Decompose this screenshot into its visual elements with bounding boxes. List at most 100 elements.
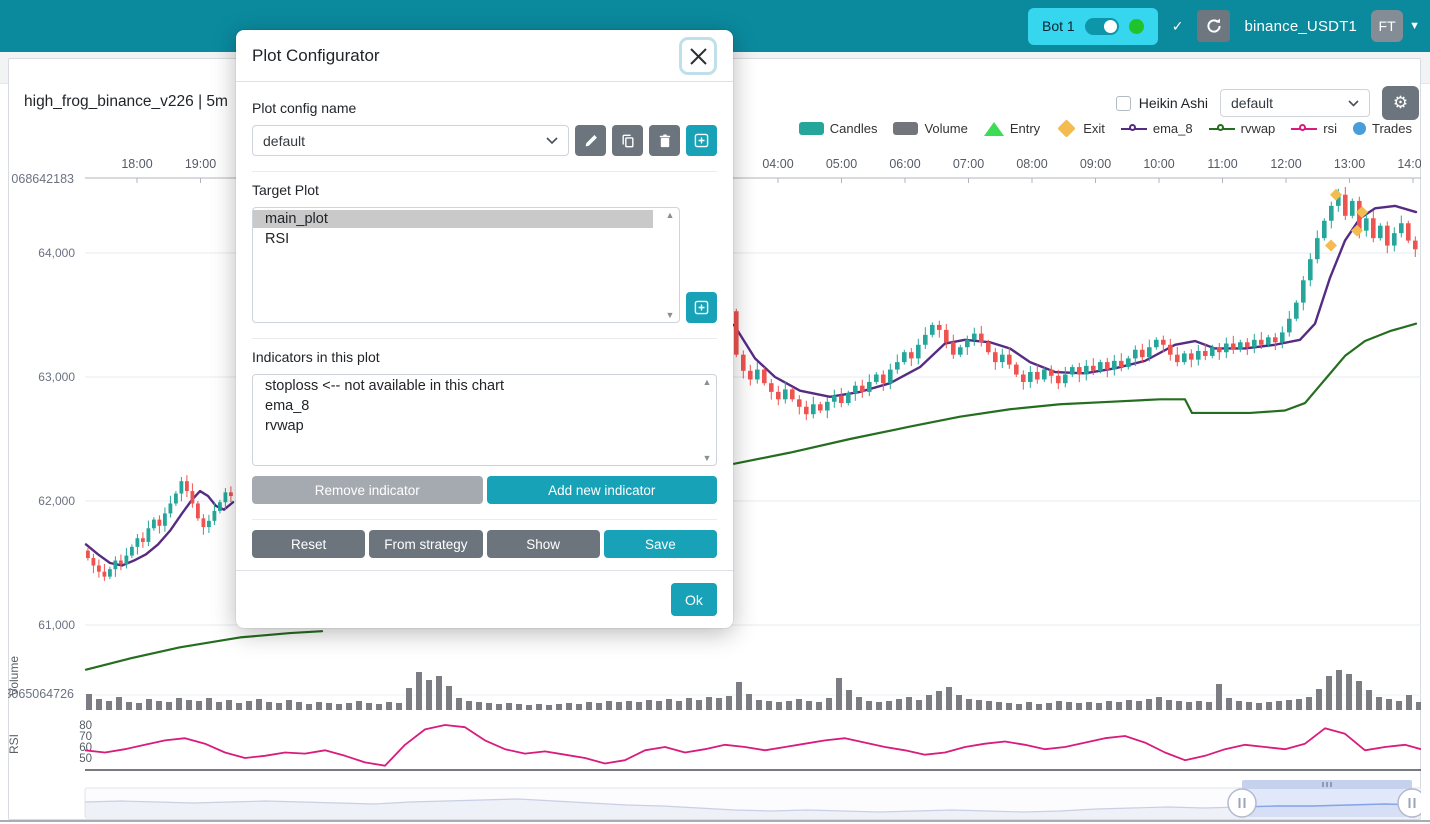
legend-item-trades[interactable]: Trades xyxy=(1353,121,1412,136)
svg-text:80: 80 xyxy=(79,720,92,732)
reset-button[interactable]: Reset xyxy=(252,530,366,558)
svg-text:12:00: 12:00 xyxy=(1270,157,1301,171)
ok-button[interactable]: Ok xyxy=(671,583,717,616)
plot-config-select[interactable]: default xyxy=(252,125,569,156)
plus-square-icon xyxy=(694,300,709,315)
bot-status-dot xyxy=(1128,18,1144,34)
legend-item-ema_8[interactable]: ema_8 xyxy=(1120,121,1193,136)
add-config-button[interactable] xyxy=(686,125,717,156)
user-menu[interactable]: FT ▼ xyxy=(1371,10,1420,42)
check-icon: ✓ xyxy=(1171,17,1184,34)
close-icon xyxy=(689,47,707,65)
trades-circle-icon xyxy=(1353,122,1367,135)
chart-legend: Candles Volume Entry Exit ema_8 rvwap rsi Trade… xyxy=(798,119,1412,138)
chevron-down-icon: ▼ xyxy=(1409,20,1420,32)
line-marker-icon xyxy=(1208,122,1235,136)
legend-item-exit[interactable]: Exit xyxy=(1056,119,1105,138)
svg-text:19:00: 19:00 xyxy=(185,157,216,171)
svg-text:RSI: RSI xyxy=(8,734,21,754)
candles-layer xyxy=(86,187,1418,581)
legend-item-entry[interactable]: Entry xyxy=(983,121,1040,136)
pencil-icon xyxy=(585,134,597,146)
legend-item-rvwap[interactable]: rvwap xyxy=(1208,121,1275,136)
svg-text:04:00: 04:00 xyxy=(762,157,793,171)
trash-icon xyxy=(659,133,670,147)
svg-text:068642183: 068642183 xyxy=(11,172,74,186)
navigator-left-handle[interactable] xyxy=(1227,788,1257,818)
target-plot-item[interactable]: RSI xyxy=(265,231,290,247)
legend-item-volume[interactable]: Volume xyxy=(893,121,968,136)
target-plot-item[interactable]: main_plot xyxy=(253,210,653,228)
listbox-scrollbar[interactable]: ▲ ▼ xyxy=(663,210,677,320)
svg-text:09:00: 09:00 xyxy=(1080,157,1111,171)
scroll-down-icon: ▼ xyxy=(702,453,712,463)
indicator-item[interactable]: stoploss <-- not available in this chart xyxy=(265,378,504,394)
heikin-ashi-label: Heikin Ashi xyxy=(1138,95,1208,111)
show-button[interactable]: Show xyxy=(486,530,600,558)
pair-label: binance_USDT1 xyxy=(1244,17,1358,35)
close-button[interactable] xyxy=(679,37,717,75)
refresh-button[interactable] xyxy=(1197,10,1231,42)
navigator-right-handle[interactable] xyxy=(1397,788,1421,818)
exit-diamond-icon xyxy=(1057,119,1076,138)
indicators-label: Indicators in this plot xyxy=(252,349,380,365)
gear-icon: ⚙ xyxy=(1392,93,1409,112)
from-strategy-button[interactable]: From strategy xyxy=(369,530,483,558)
svg-text:63,000: 63,000 xyxy=(38,370,75,384)
svg-text:06:00: 06:00 xyxy=(889,157,920,171)
bot-selector[interactable]: Bot 1 xyxy=(1028,7,1158,45)
avatar: FT xyxy=(1371,10,1404,42)
svg-text:64,000: 64,000 xyxy=(38,246,75,260)
svg-text:05:00: 05:00 xyxy=(826,157,857,171)
rename-config-button[interactable] xyxy=(575,125,606,156)
volume-swatch-icon xyxy=(893,122,919,135)
svg-text:61,000: 61,000 xyxy=(38,618,75,632)
svg-text:Volume: Volume xyxy=(8,656,21,696)
svg-text:07:00: 07:00 xyxy=(953,157,984,171)
price-chart-canvas[interactable]: 64,000 63,000 62,000 61,000 068642183 18:00 19… xyxy=(8,58,1421,820)
scroll-up-icon: ▲ xyxy=(702,377,712,387)
modal-title: Plot Configurator xyxy=(252,45,380,65)
plot-configurator-modal: Plot Configurator Plot config name defau… xyxy=(236,30,733,628)
save-button[interactable]: Save xyxy=(603,530,717,558)
config-name-label: Plot config name xyxy=(252,100,357,116)
bot-online-toggle[interactable] xyxy=(1084,17,1119,35)
chart-navigator[interactable] xyxy=(84,780,1421,819)
svg-text:10:00: 10:00 xyxy=(1143,157,1174,171)
svg-text:62,000: 62,000 xyxy=(38,494,75,508)
svg-text:11:00: 11:00 xyxy=(1207,157,1237,171)
listbox-scrollbar[interactable]: ▲ ▼ xyxy=(700,377,714,463)
plot-preset-select[interactable]: default xyxy=(1220,89,1370,117)
indicator-item[interactable]: rvwap xyxy=(265,418,304,434)
delete-config-button[interactable] xyxy=(649,125,680,156)
add-new-indicator-button[interactable]: Add new indicator xyxy=(486,476,717,504)
plus-square-icon xyxy=(694,133,709,148)
legend-item-candles[interactable]: Candles xyxy=(798,121,877,136)
exit-markers xyxy=(1325,188,1368,252)
svg-text:70: 70 xyxy=(79,731,92,743)
indicators-list[interactable]: stoploss <-- not available in this chart… xyxy=(252,374,717,466)
candles-swatch-icon xyxy=(798,122,824,135)
chart-title: high_frog_binance_v226 | 5m xyxy=(24,93,228,110)
scroll-up-icon: ▲ xyxy=(665,210,675,220)
svg-text:13:00: 13:00 xyxy=(1334,157,1365,171)
legend-item-rsi[interactable]: rsi xyxy=(1291,121,1337,136)
remove-indicator-button[interactable]: Remove indicator xyxy=(252,476,483,504)
heikin-ashi-checkbox[interactable] xyxy=(1115,95,1131,111)
indicator-item[interactable]: ema_8 xyxy=(265,398,310,414)
chart-settings-button[interactable]: ⚙ xyxy=(1382,86,1419,120)
bot-name-label: Bot 1 xyxy=(1042,18,1075,34)
svg-text:50: 50 xyxy=(79,753,92,765)
refresh-icon xyxy=(1207,18,1221,33)
target-plot-list[interactable]: main_plot RSI ▲ ▼ xyxy=(252,207,680,323)
chevron-down-icon xyxy=(546,136,558,144)
add-plot-button[interactable] xyxy=(686,292,717,323)
line-marker-icon xyxy=(1291,122,1318,136)
navigator-drag-strip[interactable] xyxy=(1242,780,1412,789)
window-bottom-edge xyxy=(0,820,1430,822)
duplicate-config-button[interactable] xyxy=(612,125,643,156)
target-plot-label: Target Plot xyxy=(252,182,319,198)
chevron-down-icon xyxy=(1348,99,1359,107)
